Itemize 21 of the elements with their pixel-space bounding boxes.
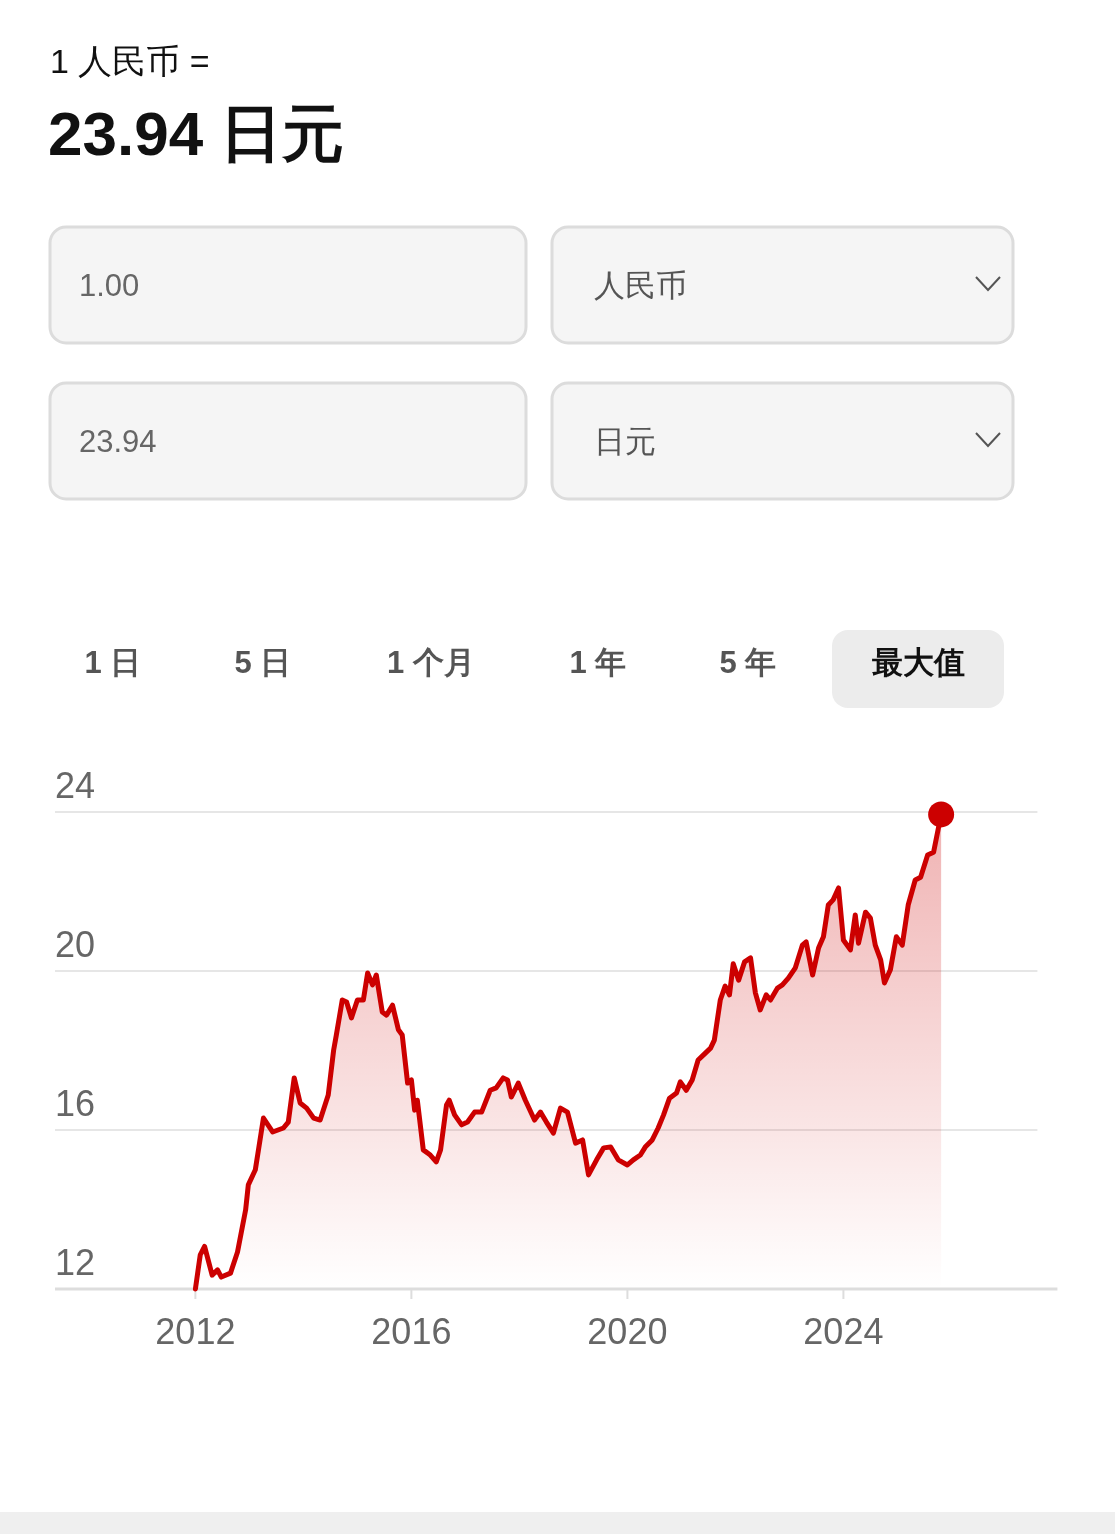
x-tick-label: 2020	[587, 1311, 668, 1352]
title: 1 人民币 =	[50, 42, 210, 80]
text: 1 日	[84, 645, 142, 680]
plot: 12 16 20 24 2012 2016 2020 2024	[54, 765, 1058, 1352]
text: 5 年	[719, 645, 777, 680]
text: 5 日	[234, 645, 292, 680]
y-tick-label: 16	[55, 1083, 96, 1124]
subtitle: 23.94 日元	[48, 99, 345, 168]
text: 人民币	[594, 268, 687, 303]
text: 1 年	[569, 645, 627, 680]
x-tick-label: 2016	[371, 1311, 452, 1352]
text: 1.00	[79, 268, 140, 303]
x-tick-label: 2024	[803, 1311, 884, 1352]
y-tick-label: 24	[55, 765, 96, 806]
x-tick-label: 2012	[155, 1311, 236, 1352]
text: 1 个月	[387, 645, 475, 680]
text: 最大值	[871, 645, 965, 680]
y-tick-label: 12	[55, 1242, 96, 1283]
text: 日元	[594, 424, 656, 459]
y-tick-label: 20	[55, 924, 96, 965]
text: 23.94	[79, 424, 157, 459]
